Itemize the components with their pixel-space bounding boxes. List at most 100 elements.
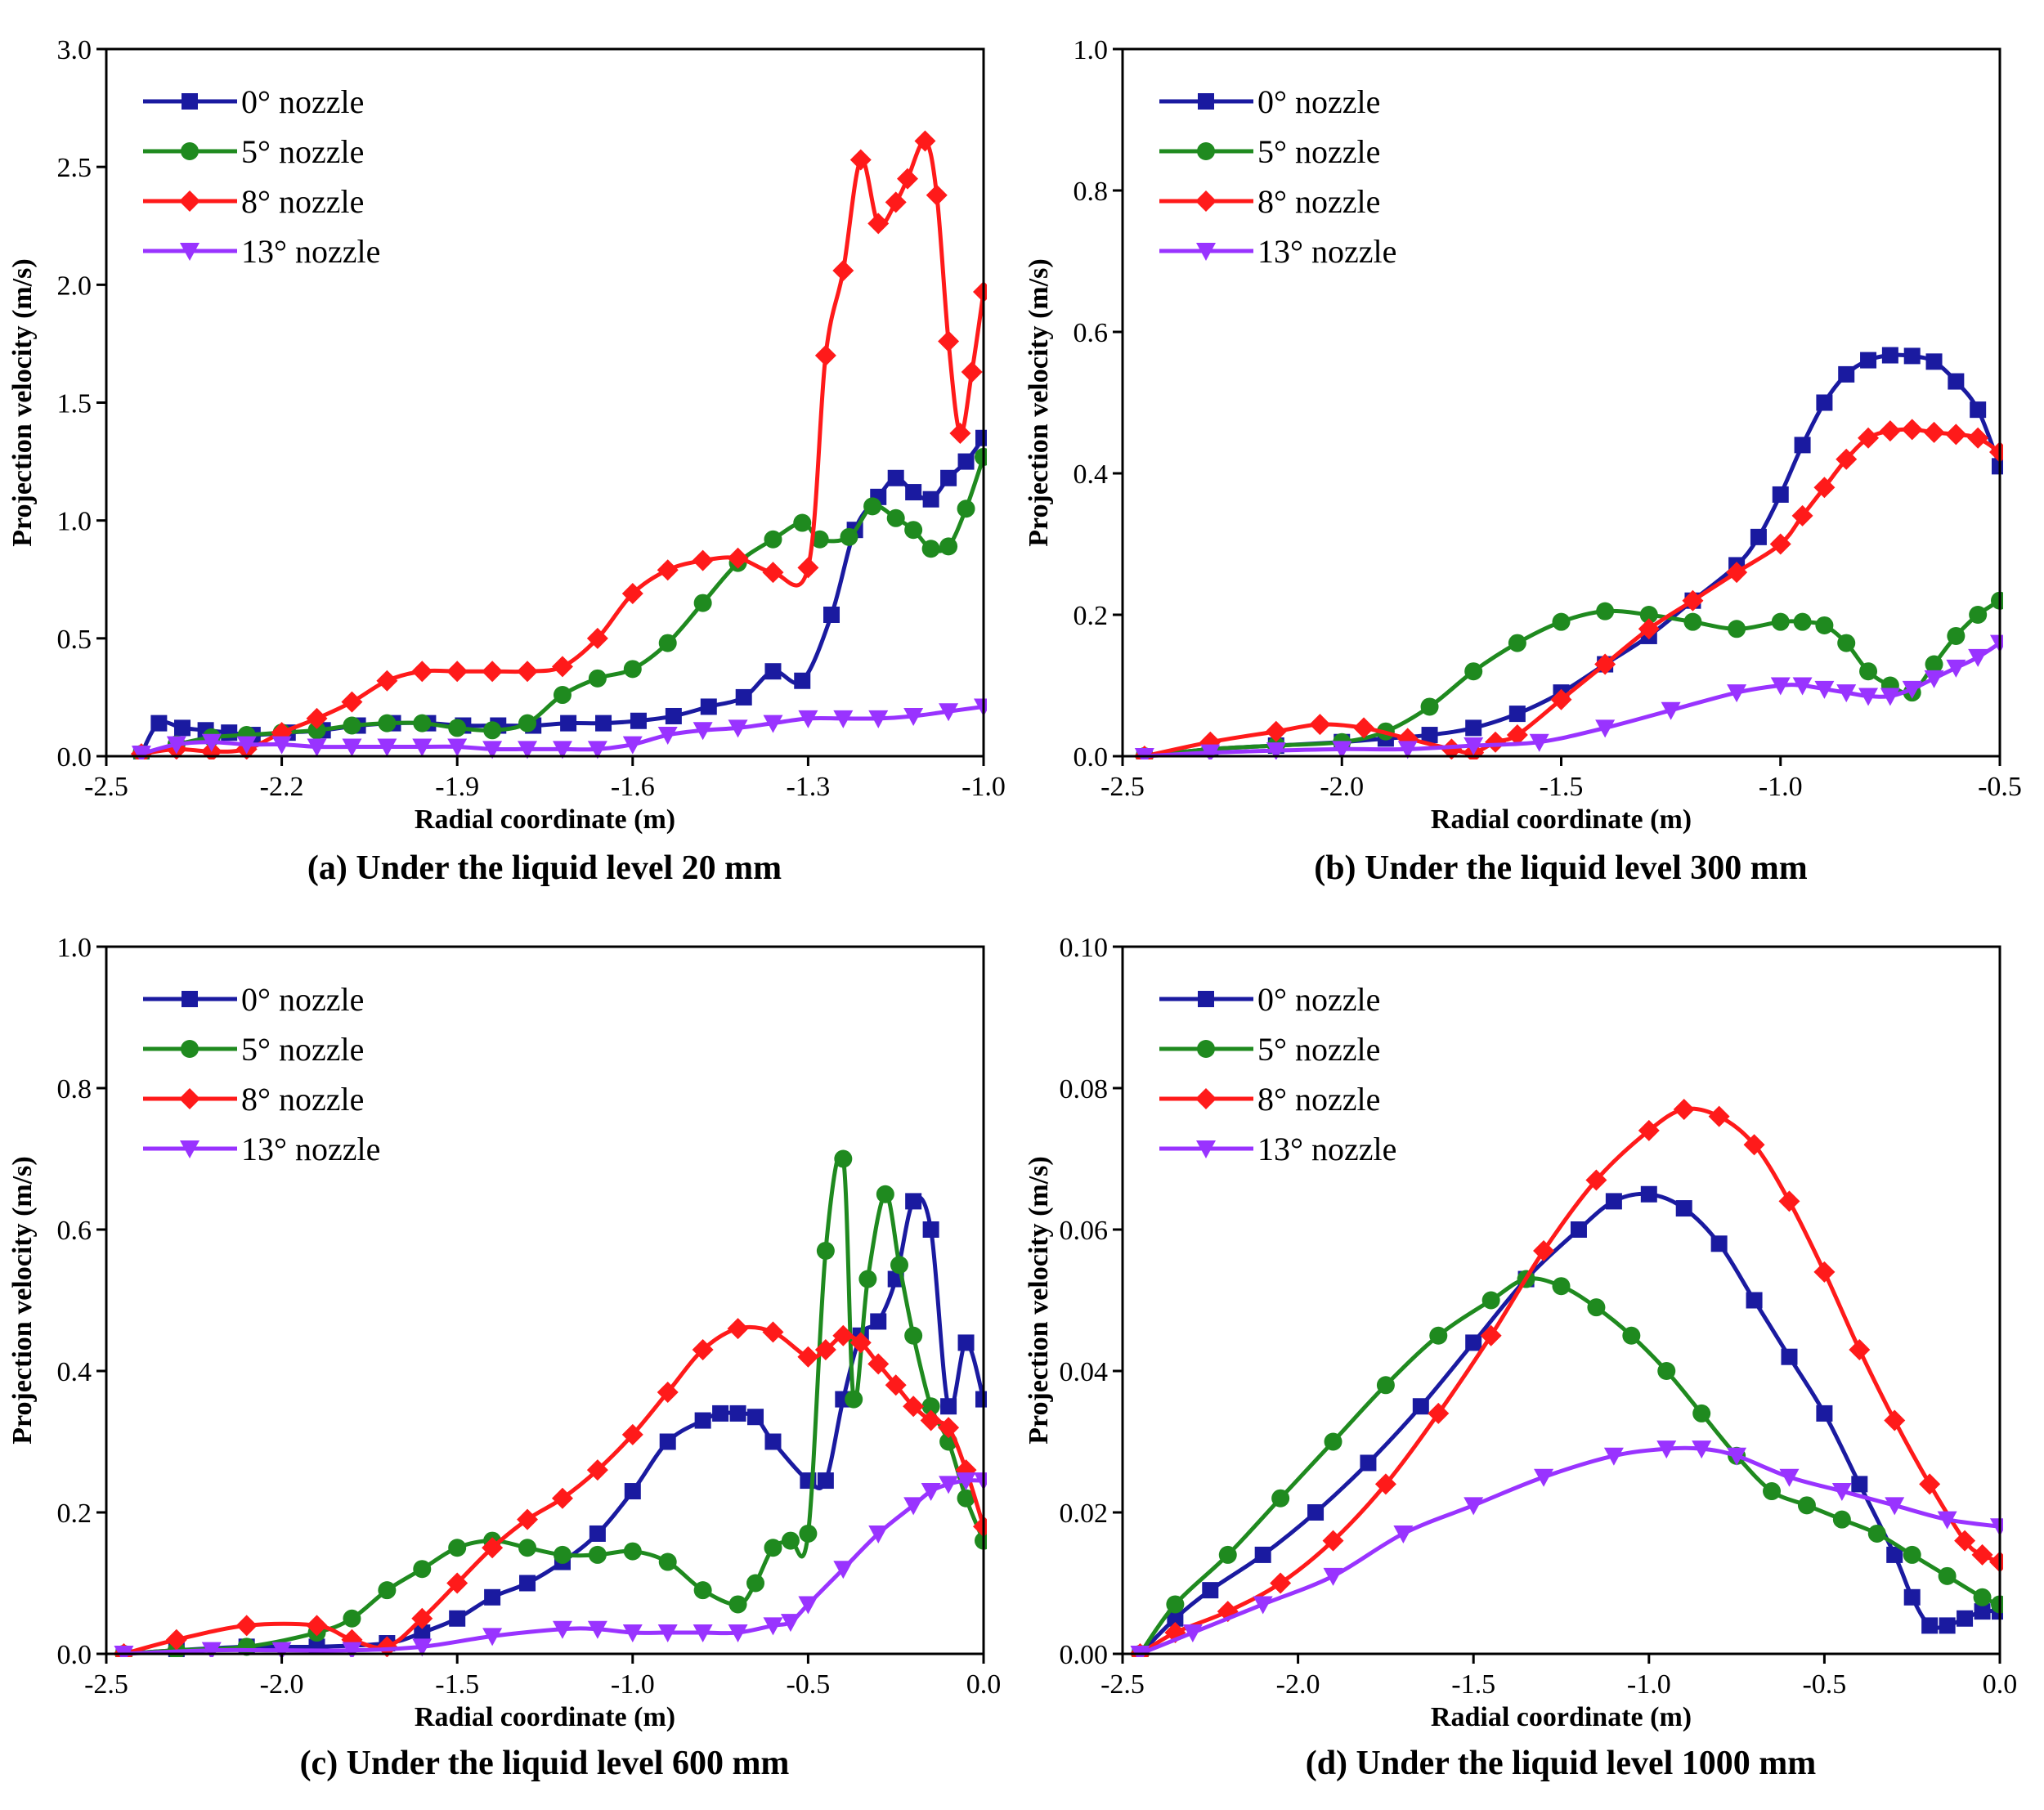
data-point bbox=[1881, 347, 1898, 364]
series-circle bbox=[114, 1149, 987, 1657]
data-point bbox=[780, 1614, 800, 1633]
data-point bbox=[1464, 662, 1483, 681]
data-point bbox=[659, 1433, 676, 1450]
data-point bbox=[1533, 1239, 1555, 1261]
data-point bbox=[1815, 616, 1834, 634]
data-point bbox=[814, 1339, 836, 1361]
data-point bbox=[1506, 724, 1528, 746]
y-tick-label: 0.4 bbox=[1074, 459, 1109, 490]
data-point bbox=[1849, 1339, 1871, 1361]
data-point bbox=[376, 670, 398, 692]
data-point bbox=[1376, 1376, 1395, 1395]
data-point bbox=[1393, 1525, 1414, 1543]
data-point bbox=[1779, 1468, 1800, 1487]
series-line bbox=[1144, 641, 2001, 759]
legend-label: 5° nozzle bbox=[241, 1031, 364, 1068]
data-point bbox=[1919, 1473, 1941, 1495]
data-point bbox=[1973, 1588, 1992, 1606]
legend-marker bbox=[182, 991, 198, 1007]
data-point bbox=[868, 710, 889, 728]
x-tick-label: -2.5 bbox=[1100, 1669, 1145, 1700]
data-point bbox=[1360, 1454, 1377, 1472]
legend-item: 5° nozzle bbox=[143, 1031, 364, 1068]
y-tick-label: 0.4 bbox=[57, 1357, 92, 1387]
y-tick-label: 0.2 bbox=[57, 1499, 92, 1529]
y-tick-label: 0.04 bbox=[1060, 1357, 1109, 1387]
x-tick-label: -2.0 bbox=[1276, 1669, 1320, 1700]
legend-item: 13° nozzle bbox=[1159, 233, 1396, 270]
y-tick-label: 1.5 bbox=[57, 389, 92, 419]
data-point bbox=[518, 741, 538, 759]
data-point bbox=[271, 736, 292, 755]
x-tick-label: -0.5 bbox=[786, 1669, 830, 1700]
legend-label: 8° nozzle bbox=[1257, 1081, 1380, 1118]
data-point bbox=[956, 1472, 976, 1491]
data-point bbox=[1974, 1603, 1991, 1620]
data-point bbox=[342, 738, 362, 757]
data-point bbox=[1858, 688, 1879, 706]
data-point bbox=[1886, 1546, 1903, 1563]
data-point bbox=[1772, 486, 1789, 503]
data-point bbox=[939, 537, 958, 556]
legend-label: 5° nozzle bbox=[1257, 1031, 1380, 1068]
data-point bbox=[729, 1405, 746, 1422]
data-point bbox=[1925, 353, 1943, 370]
data-point bbox=[484, 1588, 501, 1606]
x-tick-label: -2.2 bbox=[260, 772, 304, 802]
data-point bbox=[694, 1412, 711, 1429]
x-tick-label: -1.5 bbox=[1451, 1669, 1495, 1700]
data-point bbox=[1970, 401, 1987, 419]
data-point bbox=[1770, 677, 1791, 696]
data-point bbox=[845, 1390, 863, 1409]
series-line bbox=[123, 1324, 986, 1656]
legend-item: 8° nozzle bbox=[143, 1081, 364, 1118]
data-point bbox=[1769, 533, 1791, 555]
data-point bbox=[482, 661, 504, 683]
x-tick-label: -1.6 bbox=[611, 772, 655, 802]
data-point bbox=[1429, 1326, 1448, 1345]
data-point bbox=[939, 1476, 959, 1494]
y-tick-label: 0.0 bbox=[57, 1640, 92, 1670]
legend-item: 0° nozzle bbox=[143, 981, 364, 1018]
x-tick-label: 0.0 bbox=[966, 1669, 1002, 1700]
legend-item: 8° nozzle bbox=[143, 183, 364, 220]
data-point bbox=[1937, 1511, 1957, 1530]
data-point bbox=[665, 707, 682, 724]
legend-marker bbox=[181, 142, 199, 160]
x-tick-label: -0.5 bbox=[1978, 772, 2022, 802]
data-point bbox=[1550, 688, 1572, 710]
data-point bbox=[1884, 1409, 1906, 1431]
data-point bbox=[588, 1545, 607, 1564]
series-line bbox=[141, 456, 986, 756]
legend-label: 13° nozzle bbox=[241, 233, 380, 270]
y-tick-label: 3.0 bbox=[57, 35, 92, 65]
data-point bbox=[1683, 612, 1702, 631]
data-point bbox=[1797, 1496, 1816, 1515]
data-point bbox=[377, 738, 397, 757]
data-point bbox=[1622, 1326, 1641, 1345]
series-diamond bbox=[1129, 1098, 2003, 1657]
data-point bbox=[940, 1398, 957, 1415]
data-point bbox=[1322, 1530, 1344, 1552]
data-point bbox=[1596, 602, 1615, 621]
data-point bbox=[887, 469, 904, 486]
data-point bbox=[922, 491, 939, 508]
x-tick-label: -1.0 bbox=[611, 1669, 655, 1700]
data-point bbox=[1428, 1402, 1450, 1424]
data-point bbox=[840, 527, 858, 546]
data-point bbox=[341, 691, 363, 713]
y-axis-title: Projection velocity (m/s) bbox=[7, 258, 38, 546]
legend-marker bbox=[180, 243, 199, 261]
data-point bbox=[482, 741, 503, 759]
data-point bbox=[1778, 1190, 1800, 1212]
data-point bbox=[623, 1542, 642, 1561]
data-point bbox=[816, 1241, 835, 1260]
data-point bbox=[1969, 606, 1988, 624]
data-point bbox=[342, 1642, 362, 1657]
data-point bbox=[1692, 1404, 1711, 1422]
data-point bbox=[1218, 1545, 1237, 1564]
data-point bbox=[378, 714, 397, 733]
data-point bbox=[921, 1397, 940, 1416]
data-point bbox=[624, 1483, 641, 1500]
